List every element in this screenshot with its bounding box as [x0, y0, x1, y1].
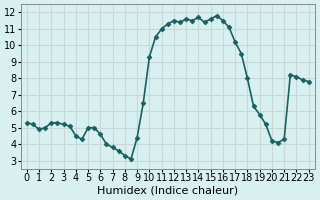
X-axis label: Humidex (Indice chaleur): Humidex (Indice chaleur) [97, 186, 238, 196]
